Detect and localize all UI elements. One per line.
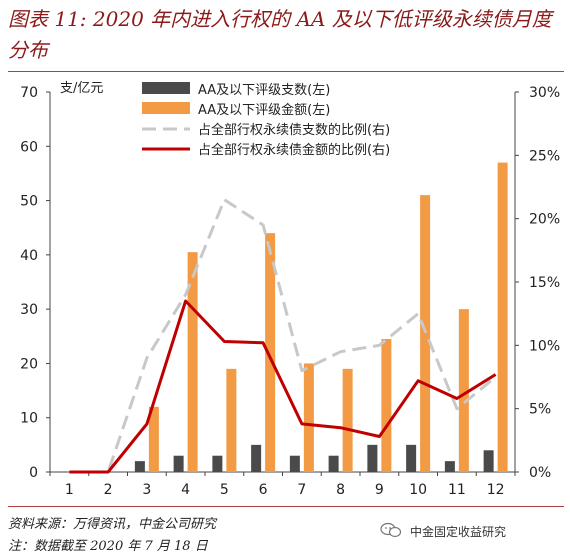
y-tick-label-left: 70 xyxy=(20,85,38,101)
x-tick-label: 5 xyxy=(220,482,229,498)
x-tick-label: 3 xyxy=(142,482,151,498)
data-note: 注：数据截至 2020 年 7 月 18 日 xyxy=(8,539,208,554)
x-tick-label: 9 xyxy=(375,482,384,498)
y-tick-label-right: 10% xyxy=(529,338,560,354)
bar-count xyxy=(134,461,145,472)
x-tick-label: 2 xyxy=(104,482,113,498)
legend-label: 占全部行权永续债金额的比例(右) xyxy=(198,142,390,158)
footer-divider xyxy=(8,506,564,507)
y-tick-label-left: 50 xyxy=(20,194,38,210)
x-tick-label: 1 xyxy=(65,482,74,498)
x-tick-label: 12 xyxy=(487,482,505,498)
x-tick-label: 11 xyxy=(448,482,466,498)
wechat-icon xyxy=(380,522,402,538)
x-tick-label: 8 xyxy=(336,482,345,498)
bar-amount xyxy=(381,339,392,472)
y-tick-label-right: 20% xyxy=(529,212,560,228)
x-tick-label: 6 xyxy=(259,482,268,498)
bar-amount xyxy=(148,406,159,472)
y-tick-label-left: 30 xyxy=(20,302,38,318)
y-tick-label-right: 25% xyxy=(529,148,560,164)
watermark-text: 中金固定收益研究 xyxy=(410,525,507,539)
bar-count xyxy=(328,455,339,472)
x-tick-label: 7 xyxy=(297,482,306,498)
figure-title: 图表 11: 2020 年内进入行权的 AA 及以下低评级永续债月度分布 xyxy=(8,7,552,62)
legend-label: AA及以下评级支数(左) xyxy=(198,83,330,98)
legend-swatch xyxy=(142,102,190,114)
y-tick-label-left: 0 xyxy=(29,465,38,481)
y-tick-label-left: 40 xyxy=(20,248,38,264)
y-tick-label-right: 15% xyxy=(529,275,560,291)
bar-count xyxy=(406,444,417,472)
y-tick-label-left: 10 xyxy=(20,411,38,427)
bar-amount xyxy=(226,368,237,472)
y-tick-label-right: 30% xyxy=(529,85,560,101)
y-tick-label-left: 60 xyxy=(20,139,38,155)
title-divider xyxy=(8,71,564,72)
bar-amount xyxy=(497,162,508,473)
bar-count xyxy=(367,444,378,472)
bar-count xyxy=(444,461,455,472)
legend-label: 占全部行权永续债支数的比例(右) xyxy=(198,122,390,138)
legend-swatch xyxy=(142,82,190,94)
y-tick-label-right: 5% xyxy=(529,402,551,418)
x-tick-label: 4 xyxy=(181,482,190,498)
bar-amount xyxy=(303,363,314,472)
bar-amount xyxy=(265,233,276,472)
bar-count xyxy=(173,455,184,472)
x-tick-label: 10 xyxy=(409,482,427,498)
y-tick-label-right: 0% xyxy=(529,465,551,481)
line-count-ratio xyxy=(69,198,497,474)
line-amount-ratio xyxy=(69,299,497,474)
legend-label: AA及以下评级金额(左) xyxy=(198,102,330,118)
bar-count xyxy=(483,450,494,472)
bar-amount xyxy=(458,309,469,472)
source-note: 资料来源：万得资讯，中金公司研究 xyxy=(8,517,217,532)
bar-amount xyxy=(187,252,198,472)
bar-amount xyxy=(342,368,353,472)
unit-label: 支/亿元 xyxy=(60,81,103,96)
bar-count xyxy=(251,444,262,472)
bar-amount xyxy=(420,195,431,472)
bar-count xyxy=(212,455,223,472)
y-tick-label-left: 20 xyxy=(20,356,38,372)
bar-count xyxy=(289,455,300,472)
